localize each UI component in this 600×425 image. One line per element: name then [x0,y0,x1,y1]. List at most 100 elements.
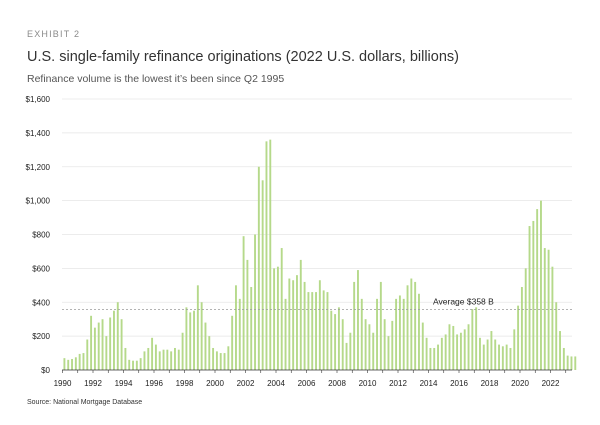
y-tick-label: $1,600 [26,95,51,104]
y-axis-labels: $0 $200 $400 $600 $800 $1,000 $1,200 $1,400 $1,6… [26,95,51,375]
bar [307,292,310,370]
bar [402,298,405,370]
bar [551,266,554,370]
y-tick-label: $600 [32,264,50,273]
bar [74,357,77,370]
bar [215,351,218,370]
bar [528,226,531,370]
bar [566,355,569,370]
x-tick-label: 2018 [481,379,499,388]
bar [223,353,226,370]
bar [562,347,565,370]
x-tick-label: 1998 [176,379,194,388]
y-tick-label: $1,000 [26,197,51,206]
y-tick-label: $200 [32,332,50,341]
average-label: Average $358 B [433,296,494,306]
bar [261,180,264,370]
bar [509,347,512,370]
x-tick-label: 2016 [450,379,468,388]
bar [471,309,474,370]
bar [391,320,394,370]
bar [463,329,466,370]
bar [486,339,489,370]
bar [147,347,150,370]
bar [364,319,367,370]
bar [326,292,329,370]
bar [139,358,142,370]
chart-subtitle: Refinance volume is the lowest it’s been… [27,73,285,85]
bar [238,298,241,370]
bar [124,347,127,370]
bar [154,344,157,370]
bar [162,349,165,370]
y-tick-label: $0 [41,366,50,375]
bar [273,268,276,370]
bar [513,329,516,370]
bar [143,351,146,370]
bar [418,293,420,370]
bar [482,344,485,370]
bar [345,342,348,370]
bar [318,280,321,370]
bar [292,280,295,370]
x-tick-label: 2002 [237,379,255,388]
x-tick-label: 2008 [328,379,346,388]
bar [520,287,523,370]
bar [193,310,195,370]
bar [235,285,237,370]
bar [357,270,359,370]
x-tick-label: 2012 [389,379,407,388]
exhibit-label: EXHIBIT 2 [27,29,81,39]
x-tick-label: 2000 [206,379,224,388]
bar [120,319,123,370]
bar [113,310,115,370]
bar [376,298,378,370]
bar [269,139,272,370]
bar [490,331,493,370]
bar [185,307,188,370]
bar [452,325,455,370]
bar [440,337,443,370]
bar [105,336,108,370]
bar [505,344,508,370]
bar [421,322,424,370]
bar [257,166,260,370]
bar [437,344,439,370]
bar [71,358,73,370]
x-tick-label: 1992 [84,379,102,388]
bar [288,278,291,370]
bar [467,324,470,370]
bar [242,236,245,370]
bar [196,285,199,370]
bar [151,337,154,370]
bar [315,292,317,370]
bar [116,302,119,370]
y-gridlines [62,98,572,337]
bar [456,334,459,370]
bar [475,307,478,370]
bar [414,281,417,370]
bar [349,332,352,370]
bar [501,346,504,370]
bar [254,234,256,370]
bar [231,315,234,370]
y-tick-label: $1,400 [26,129,51,138]
bar [341,319,344,370]
x-tick-label: 1994 [115,379,133,388]
bar [368,324,371,370]
x-tick-label: 2014 [420,379,438,388]
bar [387,336,390,370]
bar [265,141,268,370]
bar [574,356,577,370]
bar [448,324,451,370]
y-tick-label: $800 [32,231,50,240]
bar [334,314,337,370]
bar [479,337,481,370]
bar [524,268,527,370]
bar [379,281,382,370]
bar [174,347,176,370]
bar [532,220,535,370]
x-tick-label: 2006 [298,379,316,388]
source-note: Source: National Mortgage Database [27,399,143,406]
bar [383,319,386,370]
